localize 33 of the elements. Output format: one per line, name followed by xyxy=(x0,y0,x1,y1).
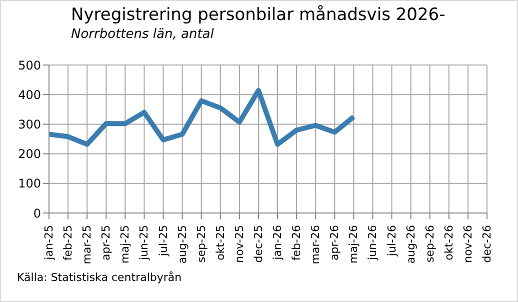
y-tick-label: 300 xyxy=(18,117,41,132)
x-tick-label: mar-26 xyxy=(309,225,322,264)
x-tick-label: mar-25 xyxy=(80,225,94,264)
x-tick-label: aug-25 xyxy=(176,225,189,264)
x-tick-label: sep-25 xyxy=(194,225,208,262)
x-tick-label: feb-26 xyxy=(290,225,304,261)
x-tick-label: maj-26 xyxy=(347,225,360,264)
x-tick-label: apr-26 xyxy=(328,225,342,261)
x-tick-label: okt-25 xyxy=(214,225,227,260)
x-tick-label: sep-26 xyxy=(423,225,436,262)
y-tick-label: 400 xyxy=(18,88,41,102)
x-tick-label: apr-25 xyxy=(100,225,113,261)
x-tick-label: jul-25 xyxy=(156,225,170,258)
text: Källa: Statistiska centralbyrån xyxy=(17,271,182,284)
x-tick-label: okt-26 xyxy=(442,225,456,260)
x-tick-label: maj-25 xyxy=(118,225,132,264)
chart-subtitle: Norrbottens län, antal xyxy=(71,27,214,42)
y-tick-label: 200 xyxy=(18,147,41,162)
x-tick-label: jan-25 xyxy=(42,225,56,261)
x-tick-label: jul-26 xyxy=(385,225,398,258)
y-tick-label: 100 xyxy=(18,176,41,191)
chart-title: Nyregistrering personbilar månadsvis 2026- xyxy=(71,5,446,25)
y-tick-label: 500 xyxy=(18,58,41,72)
x-tick-label: jun-25 xyxy=(138,225,151,261)
x-tick-label: nov-26 xyxy=(461,225,474,263)
x-tick-label: jun-26 xyxy=(366,225,380,261)
y-tick-label: 0 xyxy=(33,206,41,220)
x-tick-label: dec-25 xyxy=(252,225,265,263)
x-tick-label: feb-25 xyxy=(62,225,75,261)
x-tick-label: aug-26 xyxy=(404,225,418,264)
x-tick-label: dec-26 xyxy=(480,225,494,263)
x-tick-label: jan-26 xyxy=(271,225,284,261)
x-tick-label: nov-25 xyxy=(232,225,246,263)
